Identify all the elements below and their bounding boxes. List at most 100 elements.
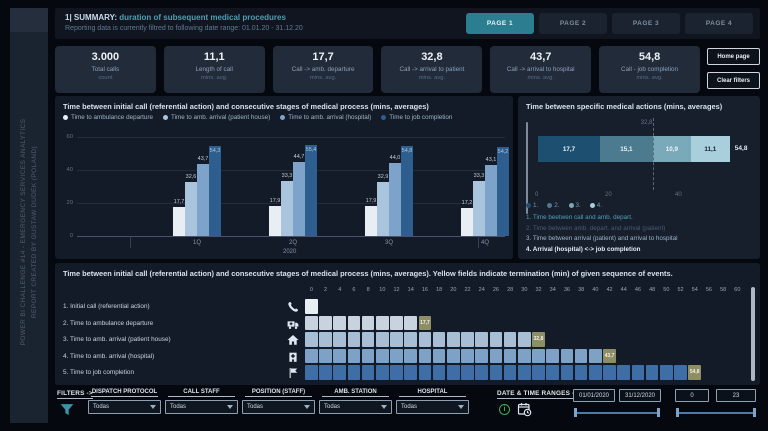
matrix-column-header: 20 bbox=[450, 287, 457, 293]
date-time-ranges-label: DATE & TIME RANGES -> bbox=[497, 390, 579, 399]
matrix-row-1: 1. Initial call (referential action) bbox=[55, 299, 760, 315]
right-x-tick: 20 bbox=[605, 192, 612, 198]
segment-legend-item-3: 3. bbox=[568, 202, 581, 209]
tab-page-3[interactable]: PAGE 3 bbox=[612, 13, 680, 34]
matrix-cell bbox=[347, 365, 361, 380]
segment-legend-dot bbox=[547, 203, 553, 208]
x-axis-boundary-tick bbox=[478, 236, 479, 248]
filter-dropdown[interactable]: Todas bbox=[396, 400, 469, 414]
page-subtitle: Reporting data is currently filtred to f… bbox=[65, 25, 303, 32]
legend-dot bbox=[63, 115, 68, 120]
matrix-column-header: 18 bbox=[436, 287, 443, 293]
stacked-segment-3[interactable]: 10,9 bbox=[652, 136, 691, 162]
bar-3Q-series-4[interactable] bbox=[401, 145, 413, 236]
matrix-cell bbox=[475, 332, 489, 347]
termination-cell[interactable]: 32,8 bbox=[532, 332, 545, 347]
info-icon[interactable]: i bbox=[499, 404, 510, 415]
hour-to-input[interactable]: 23 bbox=[716, 389, 756, 402]
page-title-text: duration of subsequent medical procedure… bbox=[119, 13, 286, 22]
bar-1Q-series-4[interactable] bbox=[209, 146, 221, 236]
legend-label: Time to ambulance departure bbox=[71, 114, 154, 121]
stacked-segment-4[interactable]: 11,1 bbox=[690, 136, 730, 162]
house-icon bbox=[287, 334, 299, 346]
kpi-label: Call - job completion bbox=[621, 66, 679, 73]
date-range-slider[interactable] bbox=[574, 408, 660, 417]
y-axis-tick: 40 bbox=[66, 167, 73, 173]
tab-page-2[interactable]: PAGE 2 bbox=[539, 13, 607, 34]
bar-4Q-series-4[interactable] bbox=[497, 146, 509, 236]
bar-1Q-series-2[interactable] bbox=[185, 182, 197, 236]
termination-cell[interactable]: 43,7 bbox=[603, 348, 616, 363]
stacked-segment-1[interactable]: 17,7 bbox=[538, 136, 600, 162]
chevron-down-icon bbox=[458, 405, 464, 409]
bar-value-label: 33,3 bbox=[281, 173, 293, 180]
clear-filters-button[interactable]: Clear filters bbox=[707, 72, 760, 89]
segment-legend-number: 3. bbox=[575, 202, 581, 209]
bar-1Q-series-3[interactable] bbox=[197, 163, 209, 236]
date-from-input[interactable]: 01/01/2020 bbox=[573, 389, 615, 402]
matrix-cell bbox=[631, 365, 645, 380]
matrix-column-header: 52 bbox=[677, 287, 684, 293]
matrix-cell bbox=[589, 348, 602, 363]
tab-page-1[interactable]: PAGE 1 bbox=[466, 13, 534, 34]
kpi-card-4: 32,8 Call -> arrival to patient mins. avg. bbox=[381, 46, 483, 93]
filter-dropdown[interactable]: Todas bbox=[319, 400, 392, 414]
page-tabs: PAGE 1 PAGE 2 PAGE 3 PAGE 4 bbox=[466, 13, 753, 34]
hour-from-input[interactable]: 0 bbox=[675, 389, 709, 402]
termination-cell[interactable]: 17,7 bbox=[418, 315, 432, 330]
segment-legend-dot bbox=[526, 203, 531, 208]
bar-value-label: 54,2 bbox=[497, 148, 509, 155]
matrix-cell bbox=[305, 299, 318, 314]
matrix-cell bbox=[404, 315, 418, 330]
segment-legend-number: 4. bbox=[596, 202, 603, 209]
hour-range-slider[interactable] bbox=[676, 408, 756, 417]
kpi-value: 17,7 bbox=[312, 51, 334, 63]
matrix-cell bbox=[361, 348, 375, 363]
filter-dropdown[interactable]: Todas bbox=[165, 400, 238, 414]
bar-4Q-series-2[interactable] bbox=[473, 181, 485, 236]
kpi-subtitle: mins. avg. bbox=[418, 75, 446, 81]
bar-2Q-series-1[interactable] bbox=[269, 206, 281, 236]
segment-legend-item-2: 2. bbox=[547, 202, 560, 209]
matrix-column-header: 60 bbox=[734, 287, 741, 293]
bar-2Q-series-4[interactable] bbox=[305, 144, 317, 236]
filter-funnel-icon[interactable] bbox=[60, 403, 74, 422]
date-to-input[interactable]: 31/12/2020 bbox=[619, 389, 661, 402]
bar-2Q-series-2[interactable] bbox=[281, 181, 293, 236]
termination-matrix-panel: Time between initial call (referential a… bbox=[55, 263, 760, 385]
filter-group-dispatch-protocol: DISPATCH PROTOCOL Todas bbox=[88, 389, 161, 414]
specific-actions-title: Time between specific medical actions (m… bbox=[526, 102, 723, 111]
matrix-column-header: 56 bbox=[705, 287, 712, 293]
bar-2Q-series-3[interactable] bbox=[293, 162, 305, 236]
matrix-column-header: 28 bbox=[507, 287, 514, 293]
bar-3Q-series-1[interactable] bbox=[365, 206, 377, 236]
right-chart-scrollbar[interactable] bbox=[526, 122, 528, 214]
matrix-row-label: 1. Initial call (referential action) bbox=[63, 303, 150, 310]
matrix-cell bbox=[447, 332, 460, 347]
bar-3Q-series-2[interactable] bbox=[377, 181, 389, 236]
bar-value-label: 17,2 bbox=[461, 199, 473, 206]
matrix-cell bbox=[305, 315, 318, 330]
bar-value-label: 17,9 bbox=[269, 198, 281, 205]
termination-cell[interactable]: 54,8 bbox=[688, 365, 702, 380]
right-x-tick: 0 bbox=[535, 192, 539, 198]
bar-4Q-series-3[interactable] bbox=[485, 164, 497, 236]
matrix-cell bbox=[376, 332, 389, 347]
filter-group-position-staff-: POSITION (STAFF) Todas bbox=[242, 389, 315, 414]
matrix-column-header: 34 bbox=[549, 287, 556, 293]
filter-selected-value: Todas bbox=[324, 404, 341, 410]
y-axis-tick: 0 bbox=[69, 233, 73, 239]
legend-item-4: Time to job completion bbox=[381, 114, 452, 121]
reference-line bbox=[652, 118, 654, 190]
matrix-cell bbox=[518, 332, 531, 347]
matrix-scrollbar[interactable] bbox=[751, 287, 755, 381]
bar-1Q-series-1[interactable] bbox=[173, 206, 185, 236]
filter-dropdown[interactable]: Todas bbox=[242, 400, 315, 414]
matrix-cell bbox=[319, 332, 332, 347]
bar-3Q-series-3[interactable] bbox=[389, 163, 401, 236]
tab-page-4[interactable]: PAGE 4 bbox=[685, 13, 753, 34]
stacked-segment-2[interactable]: 15,1 bbox=[599, 136, 653, 162]
filter-dropdown[interactable]: Todas bbox=[88, 400, 161, 414]
home-page-button[interactable]: Home page bbox=[707, 48, 760, 65]
bar-4Q-series-1[interactable] bbox=[461, 207, 473, 236]
